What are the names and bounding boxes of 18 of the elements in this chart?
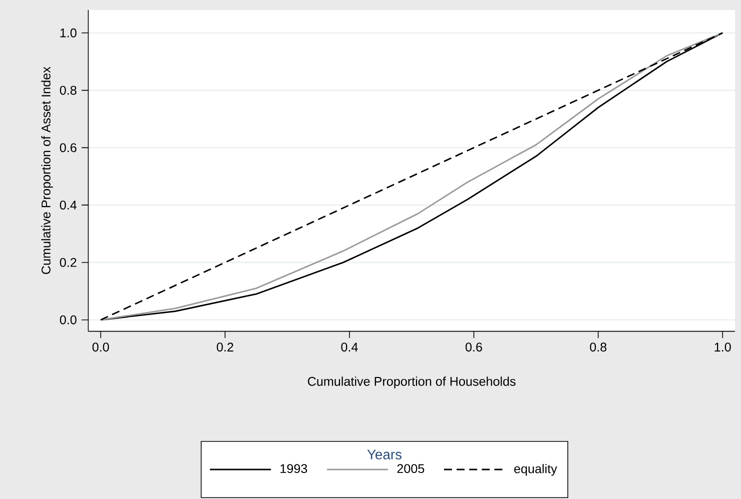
x-tick-label: 1.0	[714, 342, 731, 352]
legend-label: equality	[514, 464, 558, 476]
y-tick-label: 0.2	[60, 258, 76, 267]
x-tick-label: 0.4	[341, 342, 358, 352]
x-tick-label: 0.8	[590, 342, 606, 352]
x-tick-label: 0.6	[466, 342, 482, 352]
y-tick-label: 0.6	[60, 142, 76, 152]
legend-label: 2005	[397, 464, 424, 473]
y-axis-title: Cumulative Proportion of Asset Index	[41, 66, 53, 274]
x-tick-label: 0.0	[92, 342, 109, 352]
x-axis-title: Cumulative Proportion of Households	[308, 376, 516, 388]
y-tick-label: 0.8	[60, 86, 76, 95]
legend-title: Years	[367, 449, 402, 460]
y-tick-label: 0.0	[60, 315, 76, 324]
legend-label: 1993	[280, 464, 308, 473]
x-tick-label: 0.2	[216, 342, 234, 352]
y-tick-label: 1.0	[60, 28, 76, 38]
y-tick-label: 0.4	[60, 200, 77, 210]
